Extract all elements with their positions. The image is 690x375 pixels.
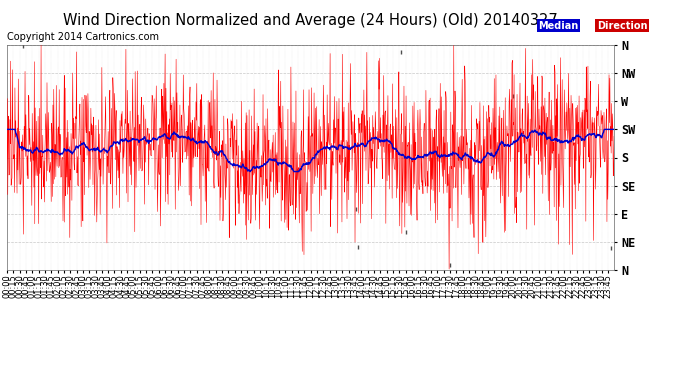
Text: Wind Direction Normalized and Average (24 Hours) (Old) 20140327: Wind Direction Normalized and Average (2…	[63, 13, 558, 28]
Text: Direction: Direction	[597, 21, 647, 31]
Text: Copyright 2014 Cartronics.com: Copyright 2014 Cartronics.com	[7, 32, 159, 42]
Text: Median: Median	[538, 21, 578, 31]
